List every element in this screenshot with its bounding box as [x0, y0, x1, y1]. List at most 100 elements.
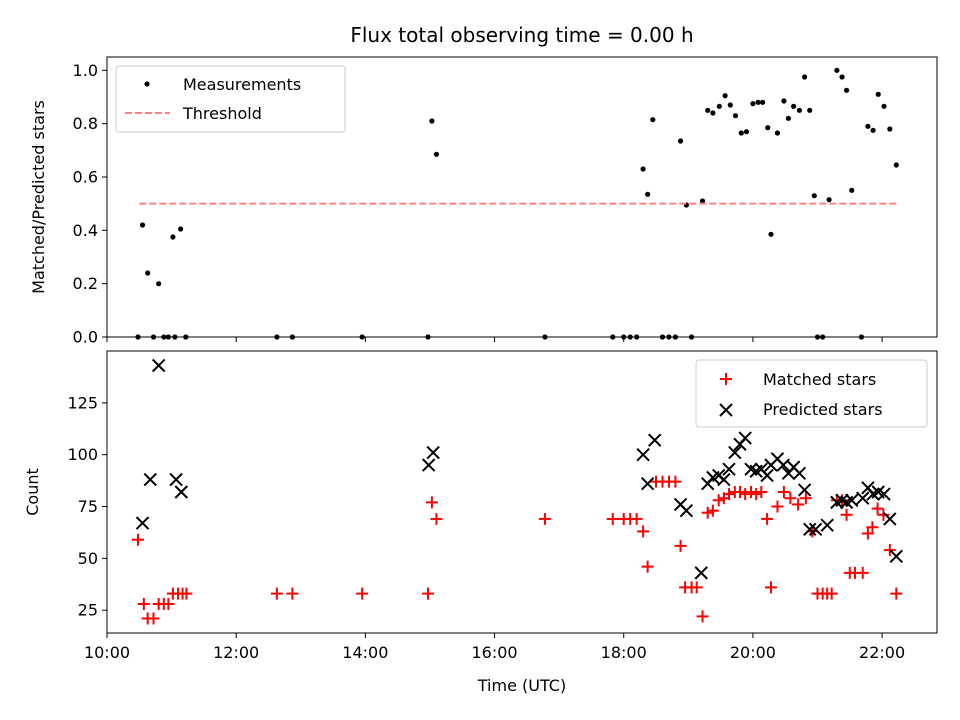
- data-point: [178, 226, 184, 232]
- top-legend-box: [115, 65, 346, 133]
- data-point: [792, 498, 805, 511]
- data-point: [677, 138, 684, 144]
- data-point: [637, 525, 650, 538]
- data-point: [761, 512, 774, 525]
- top-y-axis-label: Matched/Predicted stars: [29, 100, 48, 294]
- data-point: [137, 597, 150, 610]
- legend-label-threshold: Threshold: [182, 104, 262, 123]
- data-point: [803, 522, 817, 537]
- data-point: [426, 445, 440, 460]
- data-point: [877, 487, 891, 501]
- data-point: [755, 99, 761, 105]
- data-point: [774, 130, 781, 136]
- legend-marker-matched-stars: [720, 373, 732, 385]
- data-point: [139, 222, 146, 228]
- data-point: [170, 234, 176, 240]
- data-point: [743, 129, 750, 135]
- data-point: [807, 107, 813, 113]
- data-point: [801, 74, 808, 80]
- data-point: [716, 103, 722, 109]
- data-point: [722, 462, 736, 476]
- data-point: [430, 512, 443, 525]
- x-tick-label: 16:00: [471, 643, 517, 662]
- data-point: [630, 512, 643, 525]
- top-axes-ticks: 0.0 0.2 0.4 0.6 0.8 1.0: [73, 61, 883, 347]
- data-point: [433, 151, 440, 157]
- data-point: [808, 522, 823, 537]
- data-point: [750, 101, 756, 107]
- data-point: [825, 587, 838, 600]
- x-tick-label: 14:00: [342, 643, 388, 662]
- data-point: [648, 433, 662, 447]
- data-point: [650, 117, 656, 123]
- data-point: [826, 197, 832, 203]
- data-point: [765, 581, 777, 594]
- x-tick-label: 22:00: [859, 643, 905, 662]
- data-point: [727, 102, 733, 108]
- data-point: [771, 500, 784, 513]
- data-point: [811, 193, 817, 199]
- x-tick-label: 18:00: [601, 643, 647, 662]
- data-point: [871, 502, 884, 515]
- data-point: [791, 103, 797, 109]
- data-point: [777, 486, 790, 498]
- data-point: [839, 74, 845, 80]
- x-axis-label: Time (UTC): [477, 676, 566, 695]
- data-point: [755, 486, 768, 498]
- data-point: [699, 198, 706, 204]
- y-tick-label: 1.0: [73, 61, 98, 80]
- y-tick-label: 100: [67, 445, 98, 464]
- data-point: [784, 492, 797, 505]
- y-tick-label: 0.2: [73, 274, 98, 293]
- data-point: [781, 98, 787, 104]
- data-point: [696, 610, 709, 623]
- data-point: [881, 103, 887, 109]
- data-point: [132, 533, 145, 546]
- top-legend: Measurements Threshold: [115, 65, 346, 133]
- data-point: [765, 125, 771, 131]
- data-point: [733, 486, 746, 498]
- data-point: [717, 472, 731, 487]
- data-point: [722, 93, 728, 99]
- data-point: [883, 512, 897, 526]
- y-tick-label: 0.8: [73, 114, 98, 133]
- top-axes-frame: [106, 56, 938, 338]
- data-point: [843, 87, 850, 93]
- data-point: [143, 472, 157, 487]
- data-point: [640, 476, 655, 491]
- legend-marker-predicted-stars: [719, 403, 733, 417]
- data-point: [865, 123, 871, 129]
- data-point: [641, 560, 654, 573]
- data-point: [849, 187, 855, 193]
- data-point: [738, 431, 752, 445]
- y-tick-label: 50: [78, 549, 98, 568]
- data-point: [356, 587, 369, 600]
- data-point: [893, 162, 899, 168]
- bottom-y-axis-label: Count: [23, 468, 42, 516]
- data-point: [712, 494, 725, 507]
- legend-label-measurements: Measurements: [183, 75, 301, 94]
- data-point: [169, 472, 183, 487]
- data-point: [145, 270, 151, 276]
- data-point: [887, 126, 893, 132]
- bottom-legend-box: [695, 359, 928, 428]
- data-point: [883, 544, 896, 557]
- data-point: [877, 508, 890, 521]
- bottom-plot-marks: [132, 358, 904, 625]
- data-point: [640, 166, 646, 172]
- data-point: [768, 231, 774, 237]
- data-point: [135, 516, 150, 530]
- data-point: [151, 358, 166, 373]
- data-point: [162, 597, 175, 610]
- data-point: [739, 488, 752, 501]
- legend-marker-measurements: [144, 81, 150, 87]
- bottom-axes-ticks: 25 50 75 100 125 10:00 12:00 14:00 16:00 18:00 20:…: [67, 393, 905, 662]
- data-point: [744, 486, 757, 498]
- data-point: [760, 468, 774, 483]
- data-point: [706, 504, 719, 517]
- top-plot-marks: [135, 67, 899, 340]
- data-point: [834, 67, 840, 73]
- data-point: [174, 485, 188, 499]
- data-point: [425, 496, 438, 509]
